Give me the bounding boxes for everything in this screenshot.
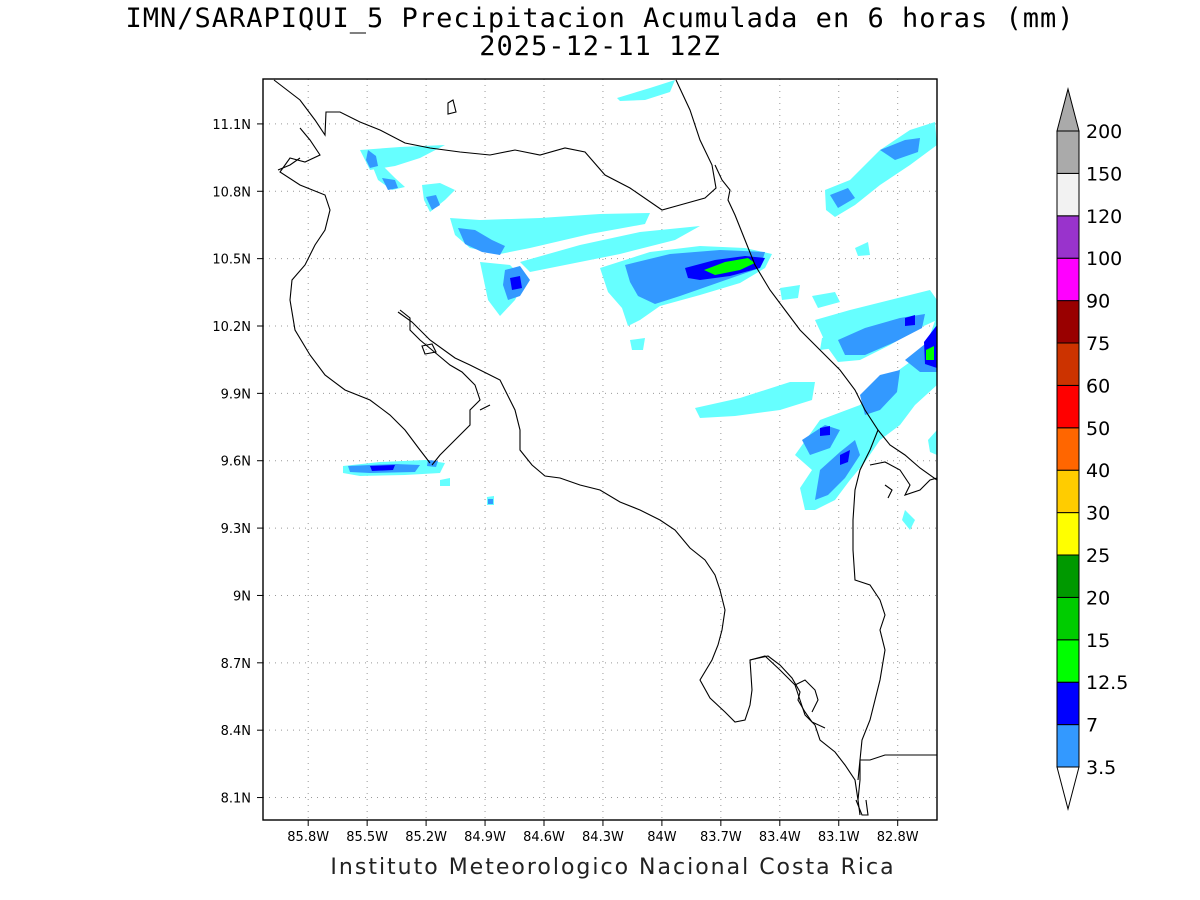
lat-tick-label: 10.5N [212, 253, 251, 268]
lat-tick-label: 8.4N [221, 724, 251, 739]
axis-ticks: 85.8W 85.5W 85.2W 84.9W 84.6W 84.3W 84W 83.7W 83… [212, 118, 918, 845]
map-datetime: 2025-12-11 12Z [479, 31, 721, 62]
lat-tick-label: 9.9N [221, 387, 251, 402]
lat-tick-label: 9.3N [221, 522, 251, 537]
colorbar-label: 20 [1086, 587, 1110, 609]
colorbar-box [1056, 639, 1080, 683]
colorbar-box [1056, 512, 1080, 556]
colorbar-high-arrow [1056, 87, 1080, 132]
lon-tick-label: 85.5W [346, 830, 388, 845]
colorbar-box [1056, 342, 1080, 386]
lon-tick-label: 82.8W [877, 830, 919, 845]
colorbar-low-arrow [1056, 766, 1080, 811]
colorbar-box [1056, 215, 1080, 259]
lon-tick-label: 84.3W [582, 830, 624, 845]
colorbar-box [1056, 596, 1080, 641]
colorbar-label: 75 [1086, 333, 1110, 355]
map-gridlines [263, 79, 937, 820]
colorbar-box [1056, 554, 1080, 598]
coastline-and-borders [273, 79, 937, 816]
colorbar-label: 12.5 [1086, 672, 1128, 694]
lat-tick-label: 10.2N [212, 320, 251, 335]
lon-tick-label: 83.7W [700, 830, 742, 845]
colorbar-box [1056, 469, 1080, 514]
lon-tick-label: 84.6W [523, 830, 565, 845]
colorbar-label: 120 [1086, 206, 1122, 228]
colorbar-label: 7 [1086, 715, 1098, 737]
colorbar-box [1056, 130, 1080, 174]
lon-tick-label: 84W [647, 830, 677, 845]
map-title: IMN/SARAPIQUI_5 Precipitacion Acumulada … [125, 3, 1075, 34]
lon-tick-label: 83.4W [759, 830, 801, 845]
precip-band-15 [704, 258, 934, 360]
colorbar-label: 40 [1086, 460, 1110, 482]
colorbar-label: 25 [1086, 545, 1110, 567]
colorbar-box [1056, 681, 1080, 726]
colorbar-box [1056, 427, 1080, 471]
institution-credit: Instituto Meteorologico Nacional Costa R… [330, 855, 896, 880]
lat-tick-label: 11.1N [212, 118, 251, 133]
colorbar-box [1056, 172, 1080, 217]
colorbar-label: 100 [1086, 248, 1122, 270]
lon-tick-label: 83.1W [818, 830, 860, 845]
colorbar-label: 90 [1086, 291, 1110, 313]
lon-tick-label: 85.8W [287, 830, 329, 845]
lat-tick-label: 9.6N [221, 455, 251, 470]
colorbar-label: 30 [1086, 503, 1110, 525]
lon-tick-label: 85.2W [405, 830, 447, 845]
lat-tick-label: 9N [233, 589, 251, 604]
map-frame [262, 78, 938, 821]
lat-tick-label: 8.7N [221, 657, 251, 672]
colorbar-label: 50 [1086, 418, 1110, 440]
lat-tick-label: 8.1N [221, 792, 251, 807]
colorbar-box [1056, 300, 1080, 344]
colorbar: 3.5 7 12.5 15 20 25 30 40 50 60 75 90 100 120 150 200 [1056, 87, 1128, 811]
colorbar-label: 200 [1086, 121, 1122, 143]
lat-tick-label: 10.8N [212, 185, 251, 200]
colorbar-label: 60 [1086, 375, 1110, 397]
colorbar-box [1056, 257, 1080, 302]
colorbar-label: 15 [1086, 630, 1110, 652]
colorbar-label: 3.5 [1086, 757, 1116, 779]
precipitation-field [343, 80, 937, 530]
colorbar-box [1056, 724, 1080, 768]
lon-tick-label: 84.9W [464, 830, 506, 845]
colorbar-box [1056, 384, 1080, 429]
colorbar-label: 150 [1086, 163, 1122, 185]
